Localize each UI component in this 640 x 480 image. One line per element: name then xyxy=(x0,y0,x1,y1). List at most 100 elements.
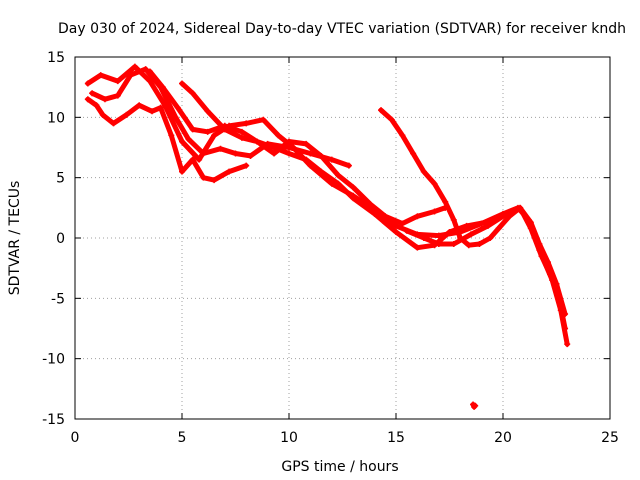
data-point xyxy=(335,172,342,179)
y-tick-label: -5 xyxy=(51,291,65,307)
data-point xyxy=(211,177,218,184)
data-point xyxy=(238,134,245,141)
x-tick-label: 20 xyxy=(494,430,512,446)
data-point xyxy=(127,72,134,79)
data-point xyxy=(168,132,175,139)
data-point xyxy=(307,150,314,157)
data-point xyxy=(93,102,100,109)
data-point xyxy=(97,72,104,79)
data-point xyxy=(211,132,218,139)
data-point xyxy=(200,150,207,157)
data-point xyxy=(367,201,374,208)
data-point xyxy=(142,66,149,73)
series-track-3 xyxy=(84,96,250,184)
data-point xyxy=(123,111,130,118)
data-point xyxy=(410,150,417,157)
data-point xyxy=(253,138,260,145)
data-point xyxy=(179,168,185,175)
data-point xyxy=(131,63,138,70)
data-point xyxy=(463,222,470,229)
data-point xyxy=(89,90,96,97)
x-tick-labels: 0 5 10 15 20 25 xyxy=(71,430,619,446)
data-point xyxy=(303,140,310,147)
data-point xyxy=(189,126,196,133)
data-point xyxy=(393,222,399,229)
data-point xyxy=(414,244,421,251)
data-point xyxy=(204,128,211,135)
data-point xyxy=(378,107,385,114)
data-point xyxy=(431,208,438,215)
data-point xyxy=(471,403,478,410)
data-point xyxy=(495,225,502,232)
data-point xyxy=(371,210,378,217)
data-point xyxy=(84,80,91,87)
data-point xyxy=(335,180,342,187)
data-point xyxy=(84,96,91,103)
data-point xyxy=(99,111,106,118)
data-point xyxy=(442,198,449,205)
data-point xyxy=(303,156,310,163)
data-point xyxy=(275,132,282,139)
data-point xyxy=(414,213,421,220)
data-point xyxy=(271,144,278,151)
chart-title: Day 030 of 2024, Sidereal Day-to-day VTE… xyxy=(58,21,626,37)
data-point xyxy=(562,325,569,332)
data-point xyxy=(204,108,211,115)
data-point xyxy=(345,162,352,169)
data-point xyxy=(146,78,153,85)
data-point xyxy=(226,168,233,175)
data-point xyxy=(547,271,554,278)
series-isolated-point xyxy=(470,401,479,410)
data-point xyxy=(260,116,267,123)
data-point xyxy=(467,231,474,238)
x-tick-label: 0 xyxy=(71,430,80,446)
data-point xyxy=(538,253,545,260)
data-point xyxy=(465,242,472,249)
y-tick-label: -15 xyxy=(42,412,65,428)
data-point xyxy=(196,156,203,163)
data-point xyxy=(114,78,121,85)
data-point xyxy=(286,144,292,151)
data-point xyxy=(476,241,483,248)
y-tick-label: 10 xyxy=(47,110,65,126)
data-point xyxy=(179,80,185,87)
data-point xyxy=(243,162,250,169)
y-tick-label: 15 xyxy=(47,50,65,66)
data-point xyxy=(350,184,357,191)
x-tick-label: 15 xyxy=(387,430,405,446)
y-tick-label: 0 xyxy=(56,231,65,247)
data-point xyxy=(110,120,117,127)
data-point xyxy=(318,152,325,159)
data-point xyxy=(431,180,438,187)
data-point xyxy=(393,228,399,235)
x-tick-label: 5 xyxy=(178,430,187,446)
data-point xyxy=(472,402,479,409)
data-point xyxy=(420,235,427,241)
data-point xyxy=(286,138,292,145)
x-tick-label: 10 xyxy=(280,430,298,446)
data-point xyxy=(487,235,494,241)
data-point xyxy=(399,132,406,139)
data-point xyxy=(185,136,192,143)
data-point xyxy=(435,232,442,239)
data-point xyxy=(149,108,156,115)
data-point xyxy=(136,102,143,109)
data-point xyxy=(286,150,292,157)
data-point xyxy=(243,120,250,127)
data-point xyxy=(382,213,389,220)
data-point xyxy=(399,220,406,227)
data-point xyxy=(485,222,492,229)
data-point xyxy=(555,292,562,299)
data-point xyxy=(189,156,196,163)
data-point xyxy=(446,228,453,235)
data-point xyxy=(157,104,164,111)
data-point xyxy=(564,341,571,348)
data-point xyxy=(179,138,185,145)
data-point xyxy=(189,90,196,97)
data-point xyxy=(350,195,357,202)
data-point xyxy=(450,241,457,248)
data-point xyxy=(238,128,245,135)
data-point xyxy=(159,84,166,91)
